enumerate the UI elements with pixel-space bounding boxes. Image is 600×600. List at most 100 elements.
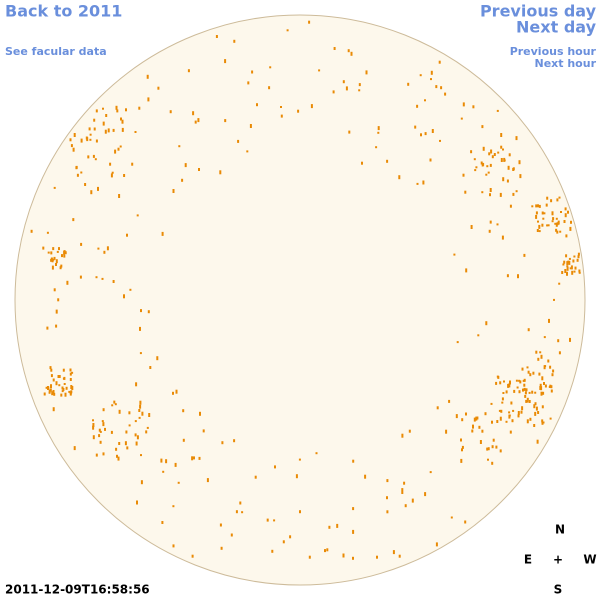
facula [438, 60, 441, 64]
facula [490, 149, 493, 154]
facula [475, 166, 478, 169]
facula [94, 158, 97, 161]
facula [138, 416, 141, 419]
facula [543, 365, 546, 370]
previous-day-link[interactable]: Previous day [480, 2, 597, 21]
facula [533, 424, 536, 427]
facula [280, 114, 283, 118]
facula [506, 274, 509, 278]
facula [481, 191, 484, 194]
facula [45, 386, 48, 389]
facula [408, 429, 411, 433]
previous-hour-link[interactable]: Previous hour [510, 45, 597, 58]
facula [70, 385, 73, 389]
facula [526, 397, 529, 401]
facula [95, 139, 98, 143]
facula [198, 168, 200, 171]
facula [358, 89, 361, 92]
facula [460, 458, 463, 463]
facula [310, 104, 313, 109]
facula [120, 117, 122, 121]
facula [103, 250, 106, 254]
facula [541, 211, 544, 215]
facula [563, 220, 566, 223]
facular-data-link[interactable]: See facular data [5, 45, 107, 58]
facula [547, 224, 550, 227]
facula [508, 153, 511, 157]
facula [93, 127, 96, 131]
facula [462, 102, 465, 107]
next-day-link[interactable]: Next day [516, 18, 597, 37]
facula [80, 171, 83, 174]
facula [57, 375, 60, 378]
facula [49, 388, 52, 392]
facula [377, 126, 380, 131]
facula [539, 383, 542, 387]
facula [64, 251, 67, 255]
facula [46, 326, 49, 330]
facula [524, 394, 527, 398]
facula [148, 413, 151, 417]
facula [308, 20, 311, 24]
facula [42, 246, 45, 250]
facula [555, 217, 558, 220]
facula [559, 230, 562, 233]
facula [273, 519, 276, 522]
facula [564, 213, 567, 218]
facula [63, 250, 66, 255]
facula [472, 424, 474, 429]
facula [501, 401, 504, 404]
facula [246, 150, 249, 153]
facula [116, 454, 118, 458]
facula [565, 254, 568, 258]
facula [401, 433, 404, 438]
facula [523, 253, 526, 257]
facula [541, 419, 544, 423]
facula [551, 220, 554, 223]
facula [138, 106, 141, 110]
facula [64, 392, 67, 397]
facula [55, 381, 58, 386]
facula [156, 356, 159, 361]
next-hour-link[interactable]: Next hour [535, 57, 597, 70]
facula [538, 204, 541, 208]
facula [485, 321, 488, 326]
facula [118, 409, 121, 414]
facula [147, 310, 150, 314]
facula [172, 505, 175, 508]
facula [576, 258, 579, 262]
facula [139, 326, 141, 331]
facula [56, 250, 59, 253]
facula [47, 251, 50, 254]
facula [184, 163, 187, 168]
facula [487, 458, 489, 461]
facula [537, 357, 540, 361]
back-link[interactable]: Back to 2011 [5, 2, 122, 21]
facula [448, 399, 451, 403]
facula [476, 416, 479, 420]
facula [509, 380, 511, 385]
facula [566, 271, 568, 276]
facula [268, 86, 271, 90]
facula [52, 247, 55, 251]
facula [224, 59, 227, 64]
facula [532, 371, 535, 375]
facula [126, 233, 128, 237]
facula [274, 465, 276, 469]
facula [515, 379, 518, 382]
facula [542, 421, 545, 424]
facula [50, 258, 53, 262]
facula [342, 80, 345, 84]
facula [573, 270, 576, 273]
facula [440, 86, 443, 90]
facula [112, 128, 115, 132]
facula [376, 555, 378, 559]
facula [416, 182, 419, 185]
facula [43, 392, 46, 396]
facula [544, 384, 547, 388]
facula [101, 277, 104, 280]
facula [535, 406, 538, 411]
facula [230, 533, 233, 537]
facula [502, 148, 504, 151]
facula [535, 350, 538, 354]
